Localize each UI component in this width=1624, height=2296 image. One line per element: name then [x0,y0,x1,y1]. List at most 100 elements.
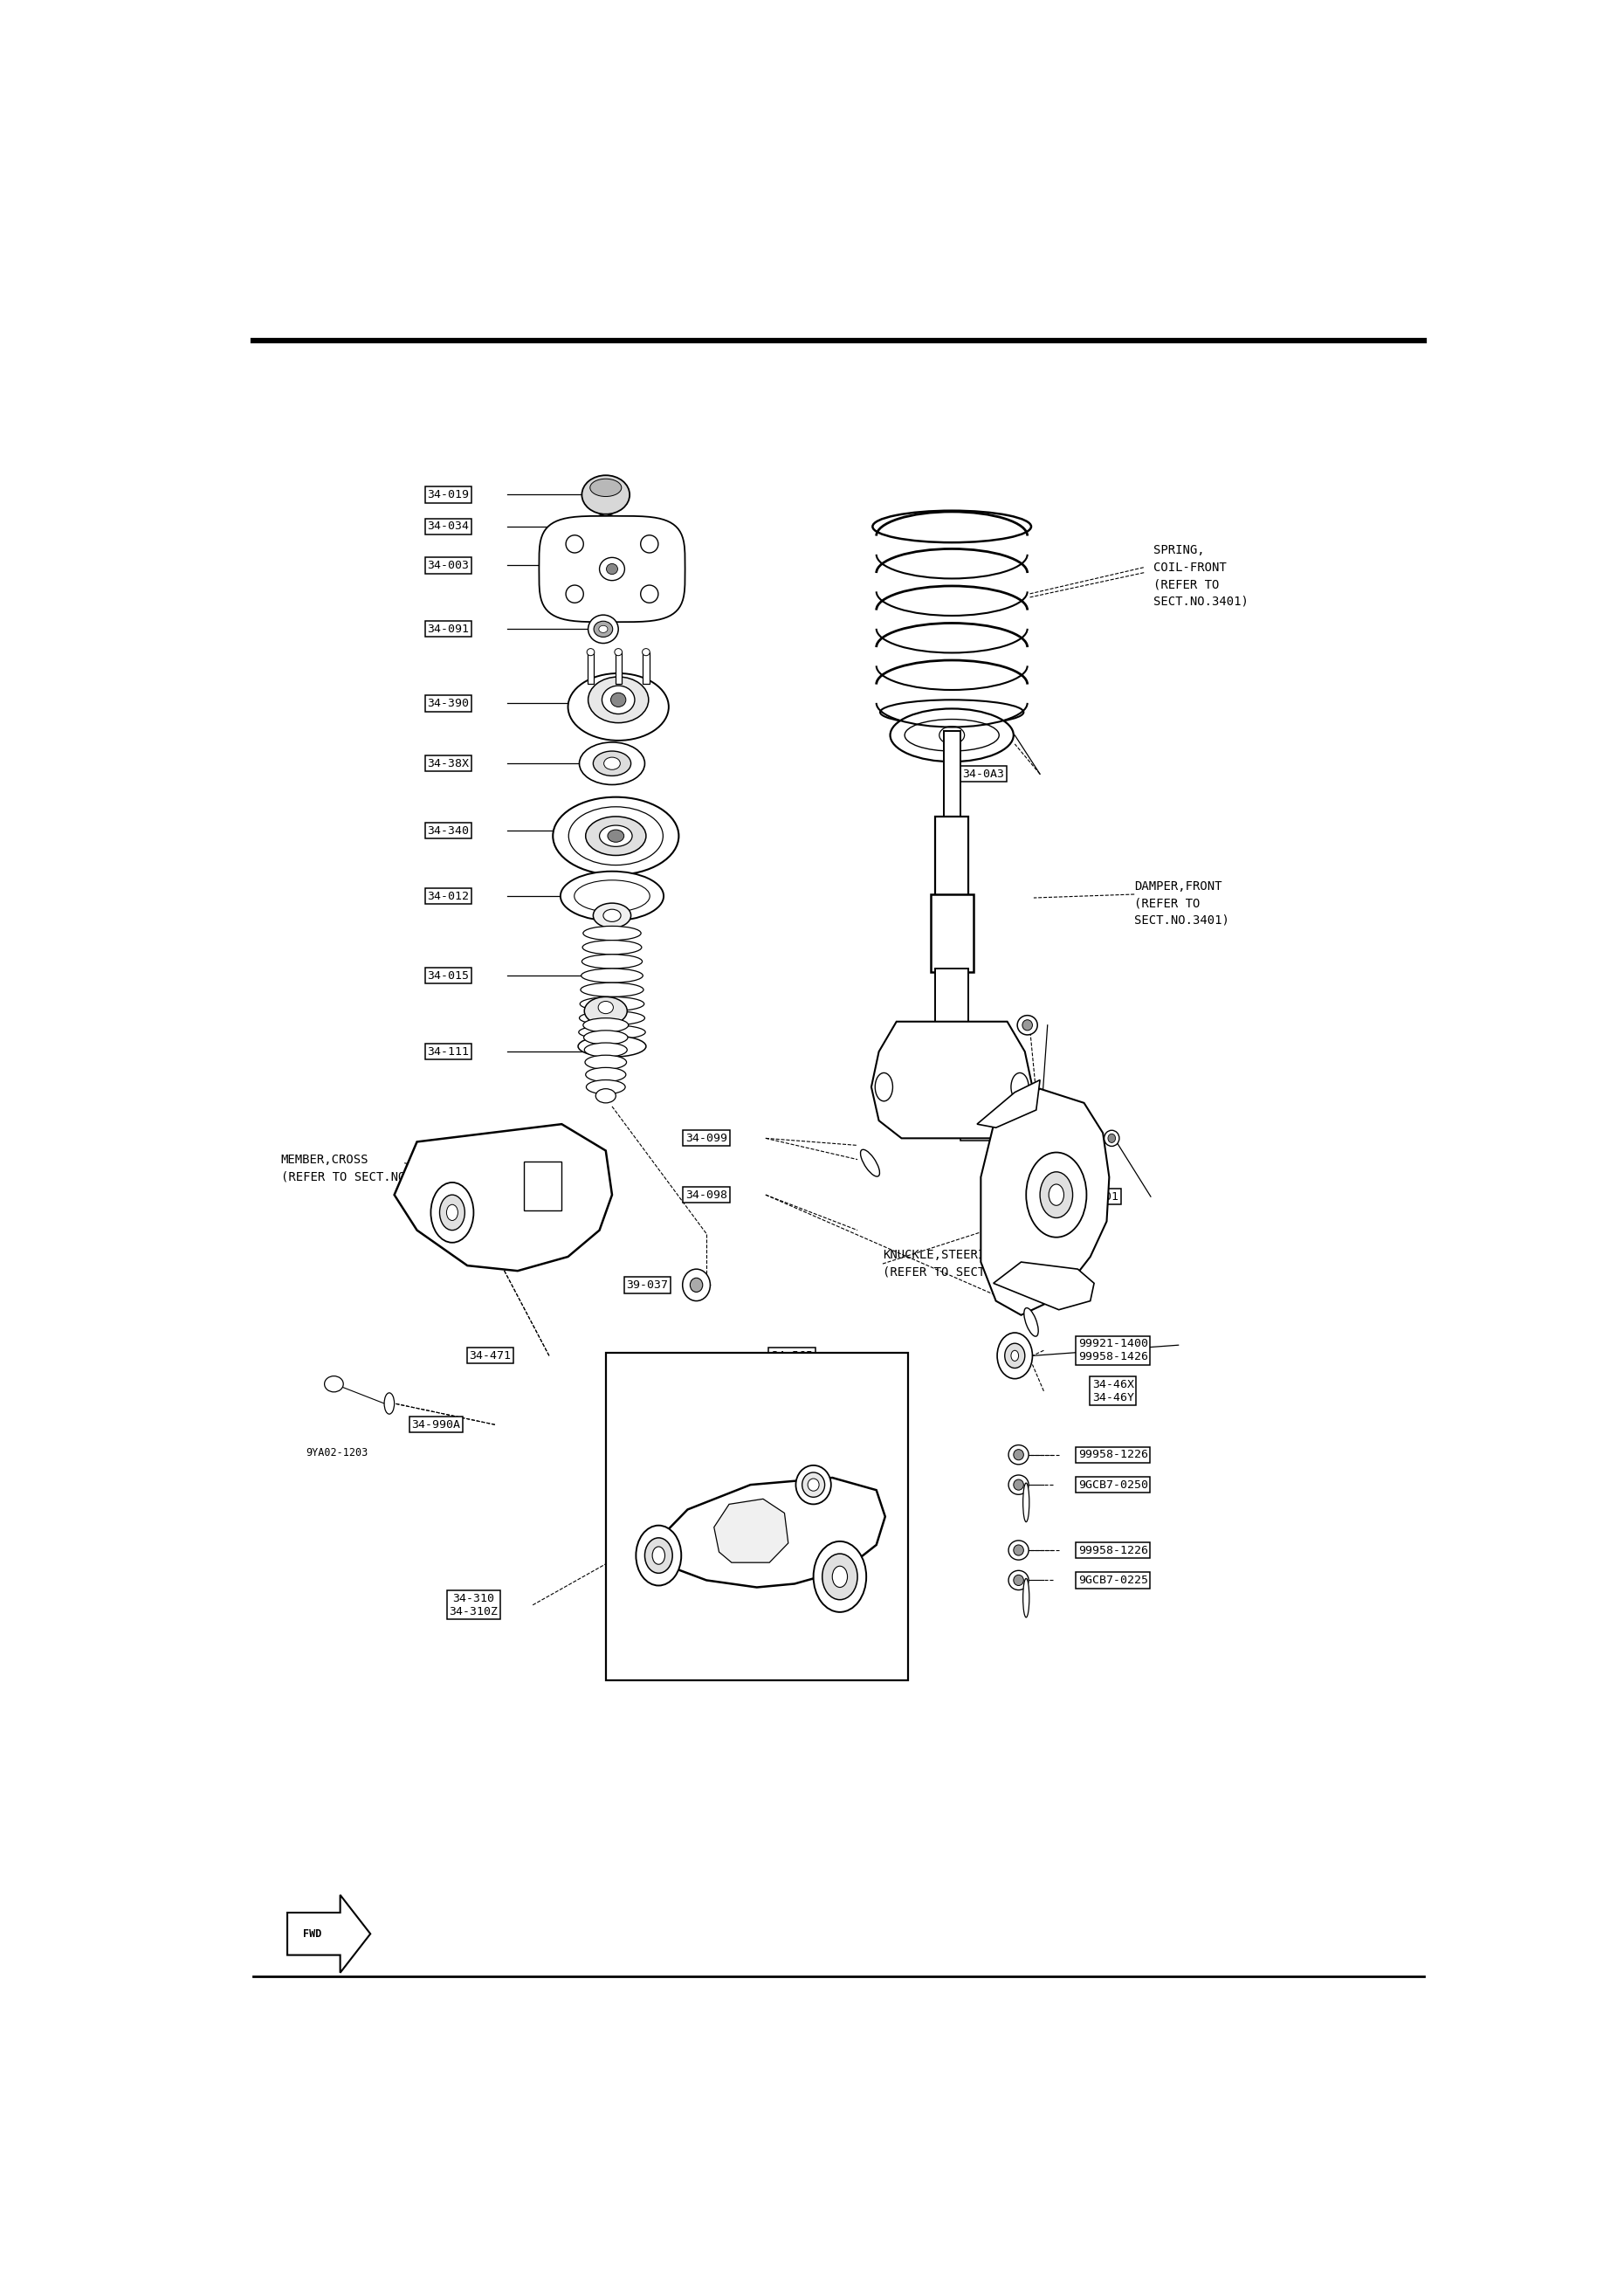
Bar [643,652,650,684]
Ellipse shape [1026,1153,1086,1238]
Ellipse shape [1009,1541,1028,1559]
Ellipse shape [1012,1350,1018,1362]
Ellipse shape [598,519,614,535]
Ellipse shape [581,475,630,514]
Ellipse shape [611,693,625,707]
Ellipse shape [880,700,1023,726]
Ellipse shape [807,1479,818,1490]
Ellipse shape [831,1566,848,1587]
Ellipse shape [588,677,648,723]
Ellipse shape [585,1056,627,1070]
Ellipse shape [1025,1309,1038,1336]
Text: 34-012: 34-012 [427,891,469,902]
Ellipse shape [565,585,583,604]
Ellipse shape [875,1072,893,1102]
Text: FWD: FWD [304,1929,322,1940]
Ellipse shape [640,535,658,553]
Ellipse shape [1012,1072,1028,1102]
Text: 34-098: 34-098 [685,1189,728,1201]
Ellipse shape [583,1017,628,1033]
Polygon shape [978,1079,1039,1127]
Ellipse shape [1108,1134,1116,1143]
Ellipse shape [861,1150,880,1176]
Polygon shape [539,517,685,622]
Ellipse shape [1017,1015,1038,1035]
Ellipse shape [583,941,641,955]
Ellipse shape [593,902,630,928]
Bar [606,1352,908,1681]
Ellipse shape [580,1010,645,1024]
Ellipse shape [1009,1444,1028,1465]
Polygon shape [395,1125,612,1272]
Ellipse shape [578,1035,646,1056]
Text: 34-990A: 34-990A [411,1419,460,1430]
Ellipse shape [1005,1343,1025,1368]
Text: 39-037: 39-037 [627,1279,667,1290]
Bar [935,817,968,902]
Bar [944,730,960,829]
Ellipse shape [890,709,1013,762]
Text: 34-340: 34-340 [427,824,469,836]
Text: DAMPER,FRONT
(REFER TO
SECT.NO.3401): DAMPER,FRONT (REFER TO SECT.NO.3401) [1134,879,1229,925]
Ellipse shape [905,719,999,751]
Text: 34-38X: 34-38X [427,758,469,769]
Ellipse shape [1023,1483,1030,1522]
Ellipse shape [939,726,965,744]
Ellipse shape [586,817,646,856]
Ellipse shape [1013,1479,1023,1490]
Ellipse shape [583,1031,628,1045]
Ellipse shape [637,1525,682,1587]
Text: 9GCB7-0250: 9GCB7-0250 [1078,1479,1148,1490]
Ellipse shape [1013,1545,1023,1554]
Ellipse shape [568,806,663,866]
Ellipse shape [614,647,622,657]
Ellipse shape [1013,1575,1023,1587]
Text: 99958-1226: 99958-1226 [1078,1449,1148,1460]
Text: 99940-1001: 99940-1001 [1049,1192,1119,1203]
Ellipse shape [568,673,669,742]
Bar [588,652,594,684]
Ellipse shape [599,625,607,634]
Text: 34-015: 34-015 [427,969,469,980]
Text: MEMBER,CROSS
(REFER TO SECT.NO.3410): MEMBER,CROSS (REFER TO SECT.NO.3410) [281,1153,450,1182]
Ellipse shape [580,983,643,996]
Ellipse shape [580,742,645,785]
Ellipse shape [588,615,619,643]
Ellipse shape [581,955,641,969]
Ellipse shape [1039,1171,1073,1217]
Ellipse shape [802,1472,825,1497]
Text: 34-111: 34-111 [427,1047,469,1058]
Ellipse shape [596,1088,615,1102]
Ellipse shape [385,1394,395,1414]
Ellipse shape [583,925,641,941]
Ellipse shape [575,879,650,912]
Text: 34-091: 34-091 [427,625,469,634]
Ellipse shape [598,1001,614,1013]
Text: SPRING,
COIL-FRONT
(REFER TO
SECT.NO.3401): SPRING, COIL-FRONT (REFER TO SECT.NO.340… [1153,544,1249,608]
Ellipse shape [641,647,650,657]
Polygon shape [650,1479,885,1587]
Ellipse shape [822,1554,857,1600]
Ellipse shape [560,870,664,921]
Polygon shape [715,1499,788,1564]
Text: 9GCB7-0225: 9GCB7-0225 [1078,1575,1148,1587]
Text: 99921-1400
99958-1426: 99921-1400 99958-1426 [1078,1339,1148,1362]
Ellipse shape [1049,1185,1064,1205]
Bar [935,969,968,1022]
Ellipse shape [1023,1019,1033,1031]
Ellipse shape [872,510,1031,542]
Text: 34-565: 34-565 [771,1350,814,1362]
Text: 34-471: 34-471 [469,1350,512,1362]
Ellipse shape [645,1538,672,1573]
Ellipse shape [591,514,620,540]
Ellipse shape [604,758,620,769]
Text: KNUCKLE,STEERING
(REFER TO SECT.NO.3300): KNUCKLE,STEERING (REFER TO SECT.NO.3300) [883,1249,1051,1279]
Ellipse shape [606,565,617,574]
Text: 34-310
34-310Z: 34-310 34-310Z [450,1593,499,1616]
Polygon shape [287,1894,370,1972]
Polygon shape [994,1263,1095,1309]
Ellipse shape [603,909,620,921]
Ellipse shape [585,1042,627,1056]
Ellipse shape [447,1205,458,1221]
Ellipse shape [603,687,635,714]
